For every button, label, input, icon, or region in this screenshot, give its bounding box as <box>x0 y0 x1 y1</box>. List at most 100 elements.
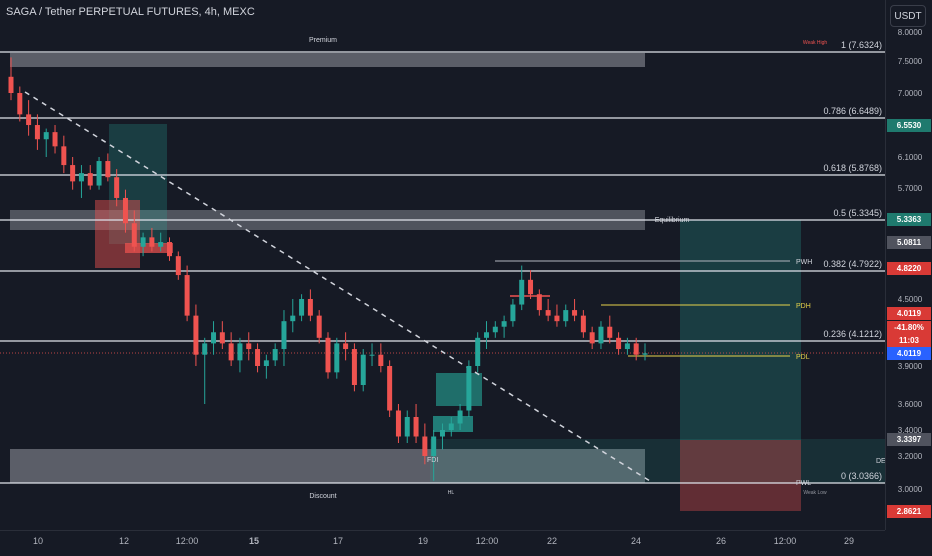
weak-low-label: Weak Low <box>803 490 827 496</box>
discount-label: Discount <box>309 493 336 500</box>
candle-body <box>563 310 569 322</box>
time-label: 12:00 <box>176 536 199 546</box>
time-label: 22 <box>547 536 557 546</box>
candle-body <box>149 237 155 247</box>
candle-body <box>395 410 401 437</box>
zones-layer <box>10 53 885 511</box>
equilibrium-label: Equilibrium <box>655 217 690 224</box>
candle-body <box>87 173 93 186</box>
price-badge-text: 5.0811 <box>897 238 922 247</box>
price-badge-text: 5.3363 <box>897 215 922 224</box>
candle-body <box>466 366 472 411</box>
candle-body <box>17 93 23 115</box>
candle-body <box>422 436 428 456</box>
descending-trend-line <box>24 91 651 482</box>
discount-zone <box>10 449 645 483</box>
candle-body <box>387 366 393 411</box>
time-label: 12 <box>119 536 129 546</box>
price-badge <box>887 433 931 446</box>
candle-body <box>484 332 489 338</box>
candle-body <box>572 310 578 316</box>
price-badge-text: 3.3397 <box>897 435 922 444</box>
candle-body <box>246 343 252 350</box>
candle-body <box>96 161 102 186</box>
candle-body <box>316 315 322 338</box>
candle-body <box>528 279 534 295</box>
candle-body <box>519 279 525 305</box>
price-badge <box>887 505 931 518</box>
price-badge-text: -41.80% <box>894 323 924 332</box>
candle-body <box>598 326 604 344</box>
candle-body <box>175 256 181 276</box>
price-badge-text: 4.0119 <box>897 309 922 318</box>
pwh-label: PWH <box>796 259 812 266</box>
fib-label: 0.236 (4.1212) <box>823 329 882 339</box>
candle-body <box>378 354 384 366</box>
candle-body <box>624 343 630 350</box>
price-tick: 6.1000 <box>898 153 923 162</box>
dea-label: DEA <box>876 458 885 465</box>
time-axis-labels: 10 12 12:00 15 17 19 12:00 22 24 26 12:00 29 <box>33 536 854 546</box>
time-label: 10 <box>33 536 43 546</box>
price-chart[interactable]: 1 (7.6324) 0.786 (6.6489) 0.618 (5.8768) 0.… <box>0 0 885 530</box>
candle-body <box>642 353 648 355</box>
premium-zone <box>10 53 645 67</box>
price-tick: 3.9000 <box>898 362 923 371</box>
pwl-label: PWL <box>796 480 811 487</box>
chart-title: SAGA / Tether PERPETUAL FUTURES, 4h, MEX… <box>6 6 255 18</box>
candle-body <box>158 242 164 247</box>
candle-body <box>334 343 340 373</box>
price-badge-text: 4.0119 <box>897 349 922 358</box>
candle-body <box>616 337 622 350</box>
price-badge <box>887 213 931 226</box>
price-tick: 3.0000 <box>898 485 923 494</box>
candle-body <box>211 332 217 344</box>
price-axis[interactable]: USDT 8.0000 7.5000 7.0000 6.1000 5.7000 4.500… <box>885 0 932 530</box>
candle-body <box>43 132 49 140</box>
currency-button[interactable]: USDT <box>890 5 926 27</box>
fib-label: 0.786 (6.6489) <box>823 106 882 116</box>
candle-body <box>105 161 111 178</box>
candle-body <box>457 410 463 424</box>
fib-label: 0.5 (5.3345) <box>833 208 882 218</box>
candle-body <box>360 354 366 385</box>
price-tick: 4.5000 <box>898 295 923 304</box>
candle-body <box>34 125 40 140</box>
candle-body <box>448 423 454 430</box>
candle-body <box>8 76 14 93</box>
candle-body <box>202 343 208 355</box>
candle-body <box>307 299 313 316</box>
price-badge <box>887 307 931 320</box>
red-small-block <box>125 243 173 253</box>
candle-body <box>404 417 410 437</box>
price-badge-text: 2.8621 <box>897 507 922 516</box>
long-position-loss <box>680 440 801 511</box>
candle-body <box>52 132 58 147</box>
fib-label: 0.618 (5.8768) <box>823 163 882 173</box>
candle-body <box>343 343 349 350</box>
price-badge <box>887 119 931 132</box>
candle-body <box>122 197 128 224</box>
candle-body <box>369 354 375 356</box>
price-badge <box>887 347 931 360</box>
price-tick: 8.0000 <box>898 28 923 37</box>
fib-label: 1 (7.6324) <box>841 40 882 50</box>
candle-body <box>351 349 357 385</box>
price-tick: 3.6000 <box>898 400 923 409</box>
time-label: 12:00 <box>476 536 499 546</box>
weak-high-label: Weak High <box>803 40 828 46</box>
candle-body <box>184 275 190 316</box>
candle-body <box>633 343 639 355</box>
candle-body <box>255 349 261 366</box>
candle-body <box>193 315 199 355</box>
candles-layer <box>8 57 648 481</box>
candle-body <box>580 315 586 333</box>
price-badge-text: 4.8220 <box>897 264 922 273</box>
time-axis[interactable]: 10 12 12:00 15 17 19 12:00 22 24 26 12:00 29 <box>0 530 885 550</box>
candle-body <box>299 299 305 316</box>
candle-body <box>475 337 481 366</box>
candle-body <box>281 321 287 350</box>
price-axis-labels: 8.0000 7.5000 7.0000 6.1000 5.7000 4.5000 3.90… <box>887 28 931 518</box>
candle-body <box>70 165 76 182</box>
labels-layer: 1 (7.6324) 0.786 (6.6489) 0.618 (5.8768) 0.… <box>309 37 885 500</box>
